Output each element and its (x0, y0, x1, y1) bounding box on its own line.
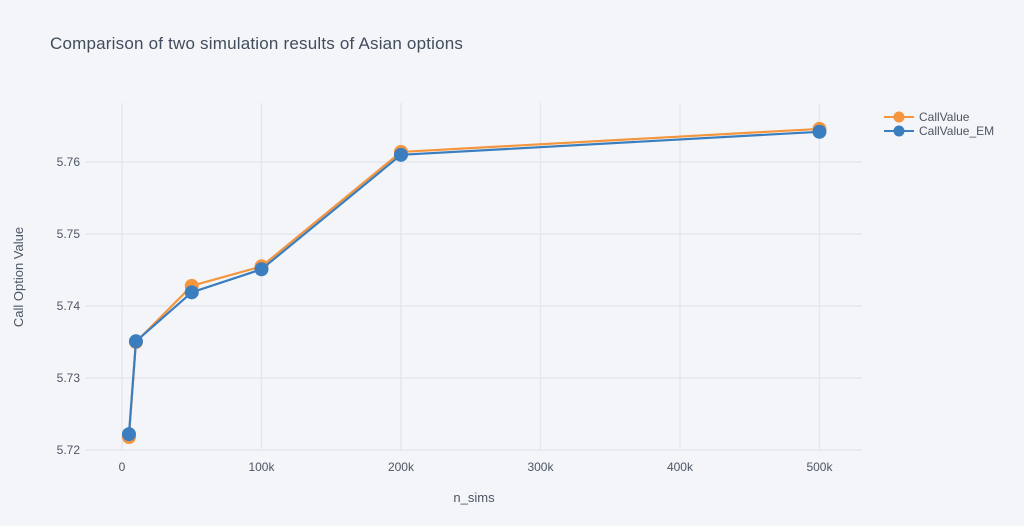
y-tick-label: 5.74 (57, 299, 81, 313)
axis-tick-labels: 0 100k 200k 300k 400k 500k 5.72 5.73 5.74 5.75 5.7… (57, 155, 834, 474)
x-tick-label: 100k (248, 460, 275, 474)
data-point (128, 334, 143, 349)
data-point (184, 285, 199, 300)
data-point (812, 124, 827, 139)
legend-line-marker-icon (884, 111, 914, 123)
x-tick-label: 400k (667, 460, 694, 474)
data-point (254, 262, 269, 277)
data-point (393, 147, 408, 162)
legend-marker (893, 125, 905, 137)
series-callvalue_em (121, 124, 827, 442)
series-layer (121, 121, 827, 445)
y-tick-label: 5.73 (57, 371, 81, 385)
x-tick-label: 200k (388, 460, 415, 474)
legend-label: CallValue_EM (919, 124, 995, 138)
y-tick-label: 5.75 (57, 227, 81, 241)
gridlines (86, 103, 862, 451)
legend-item-callvalue_em[interactable]: CallValue_EM (884, 124, 994, 138)
x-tick-label: 300k (527, 460, 554, 474)
y-axis-title: Call Option Value (11, 227, 26, 327)
series-line (127, 130, 820, 435)
series-callvalue (121, 121, 827, 445)
chart-title: Comparison of two simulation results of … (50, 34, 464, 53)
legend-item-callvalue[interactable]: CallValue (884, 110, 994, 124)
legend: CallValue CallValue_EM (884, 110, 994, 138)
legend-marker (893, 111, 905, 123)
x-axis-title: n_sims (453, 490, 495, 505)
series-line (127, 127, 820, 438)
data-point (121, 427, 136, 442)
legend-line-marker-icon (884, 125, 914, 137)
legend-label: CallValue (919, 110, 970, 124)
y-tick-label: 5.72 (57, 443, 81, 457)
x-tick-label: 500k (806, 460, 833, 474)
y-tick-label: 5.76 (57, 155, 81, 169)
x-tick-label: 0 (119, 460, 126, 474)
